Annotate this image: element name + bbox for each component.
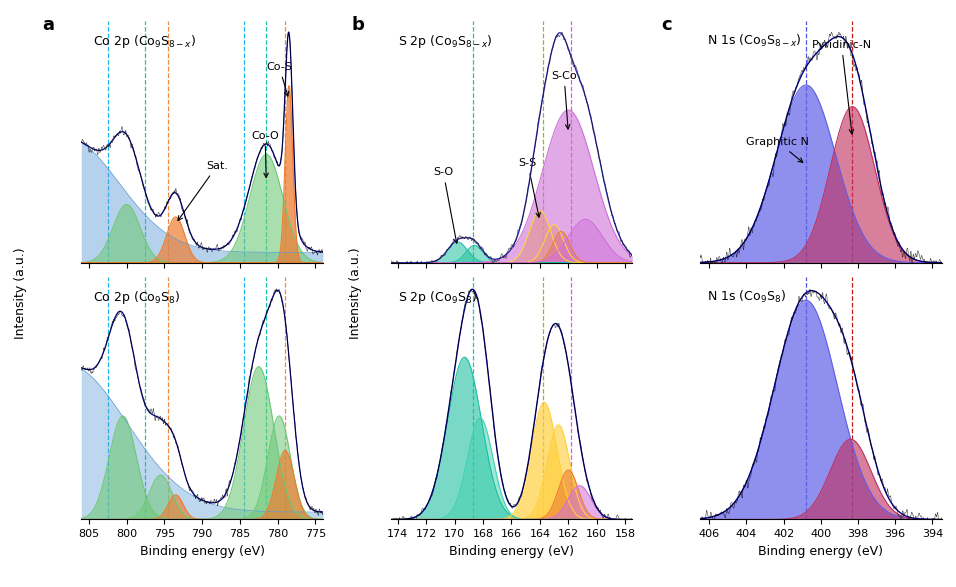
Text: Pyridinic-N: Pyridinic-N bbox=[812, 40, 872, 134]
Text: Co-O: Co-O bbox=[251, 131, 279, 177]
Text: S-O: S-O bbox=[433, 167, 458, 243]
Text: S-Co: S-Co bbox=[552, 71, 576, 129]
X-axis label: Binding energy (eV): Binding energy (eV) bbox=[758, 545, 883, 558]
Text: S-S: S-S bbox=[518, 158, 540, 217]
Text: S 2p (Co$_9$S$_{8-x}$): S 2p (Co$_9$S$_{8-x}$) bbox=[398, 33, 492, 50]
Text: a: a bbox=[43, 16, 54, 33]
Text: N 1s (Co$_9$S$_8$): N 1s (Co$_9$S$_8$) bbox=[707, 289, 786, 305]
Text: c: c bbox=[662, 16, 672, 33]
Text: Co 2p (Co$_9$S$_8$): Co 2p (Co$_9$S$_8$) bbox=[94, 289, 181, 306]
Text: Intensity (a.u.): Intensity (a.u.) bbox=[14, 248, 28, 339]
Text: Sat.: Sat. bbox=[178, 161, 228, 221]
Text: S 2p (Co$_9$S$_8$): S 2p (Co$_9$S$_8$) bbox=[398, 289, 477, 306]
X-axis label: Binding energy (eV): Binding energy (eV) bbox=[449, 545, 574, 558]
X-axis label: Binding energy (eV): Binding energy (eV) bbox=[140, 545, 265, 558]
Text: Co 2p (Co$_9$S$_{8-x}$): Co 2p (Co$_9$S$_{8-x}$) bbox=[94, 33, 197, 50]
Text: N 1s (Co$_9$S$_{8-x}$): N 1s (Co$_9$S$_{8-x}$) bbox=[707, 33, 802, 49]
Text: Co-S: Co-S bbox=[267, 62, 293, 96]
Text: Intensity (a.u.): Intensity (a.u.) bbox=[349, 248, 362, 339]
Text: Graphitic N: Graphitic N bbox=[747, 137, 810, 163]
Text: b: b bbox=[352, 16, 365, 33]
